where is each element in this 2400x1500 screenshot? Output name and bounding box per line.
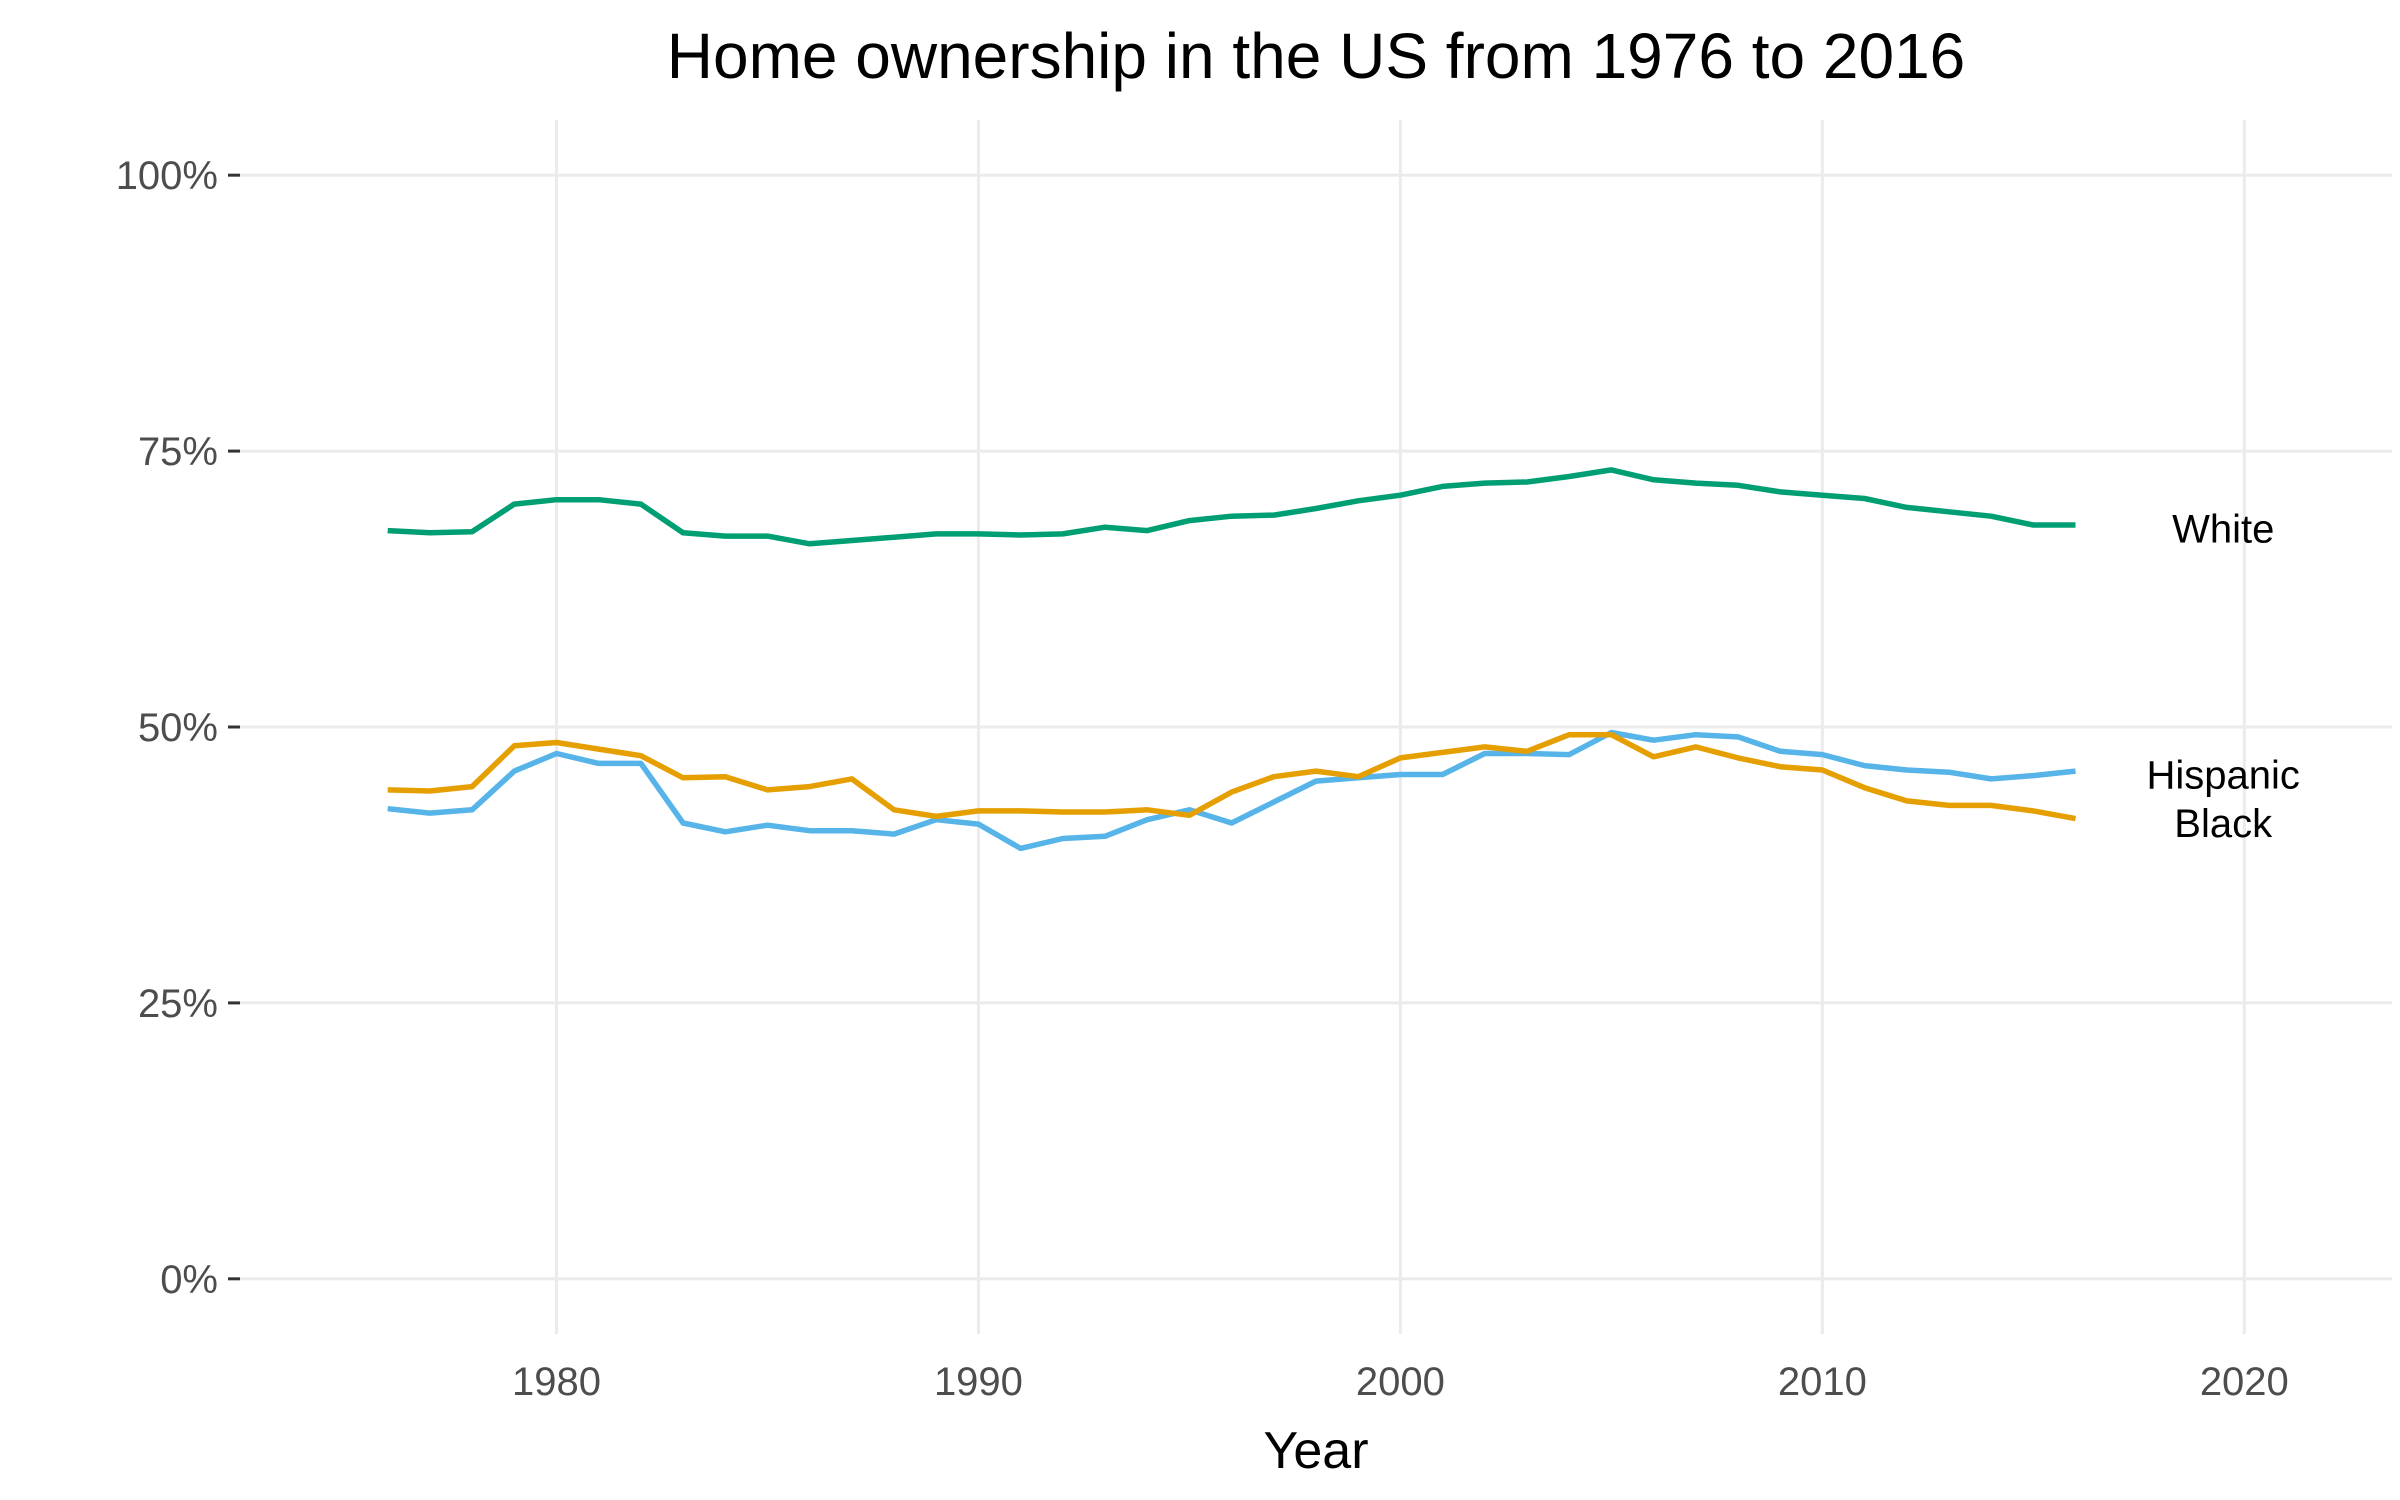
- series-label-white: White: [2172, 507, 2274, 551]
- y-tick-label-75: 75%: [138, 430, 218, 474]
- series-label-black: Black: [2174, 802, 2273, 846]
- series-label-hispanic: Hispanic: [2147, 753, 2300, 797]
- x-axis-title: Year: [1263, 1422, 1368, 1480]
- series-lines: [387, 467, 2076, 852]
- series-line-white: [387, 467, 2076, 547]
- x-tick-label-2010: 2010: [1778, 1360, 1867, 1404]
- series-line-black: [387, 731, 2076, 822]
- chart-title: Home ownership in the US from 1976 to 20…: [667, 20, 1966, 92]
- y-tick-label-0: 0%: [160, 1258, 218, 1302]
- axes: 1980 1990 2000 2010 2020 0% 25% 50% 75% 100%: [116, 154, 2289, 1404]
- x-tick-label-1980: 1980: [512, 1360, 601, 1404]
- x-tick-label-1990: 1990: [934, 1360, 1023, 1404]
- y-tick-label-100: 100%: [116, 154, 218, 198]
- gridlines: [240, 120, 2392, 1334]
- series-line-hispanic: [387, 729, 2076, 852]
- y-tick-label-50: 50%: [138, 706, 218, 750]
- series-labels: White Hispanic Black: [2147, 507, 2300, 846]
- x-tick-label-2020: 2020: [2200, 1360, 2289, 1404]
- x-tick-label-2000: 2000: [1356, 1360, 1445, 1404]
- y-tick-label-25: 25%: [138, 982, 218, 1026]
